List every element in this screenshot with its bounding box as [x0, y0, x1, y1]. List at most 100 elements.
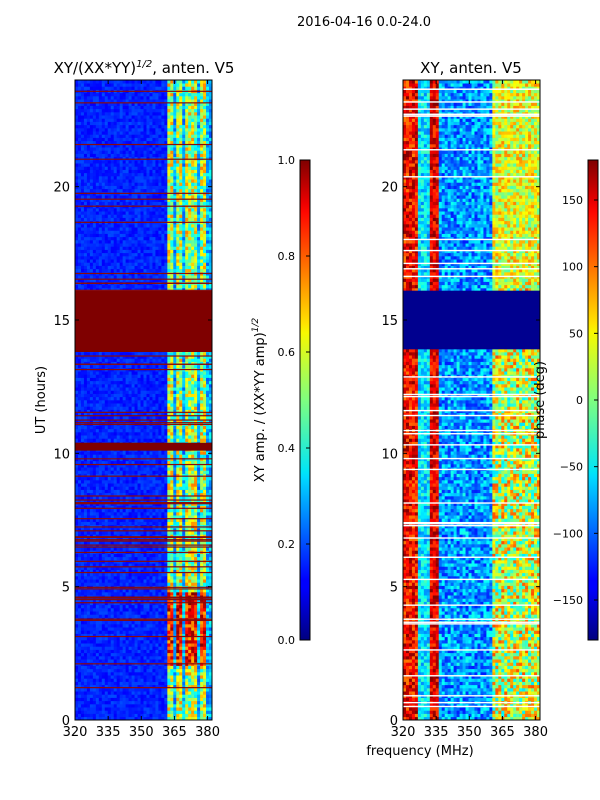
amplitude-cell: [86, 608, 91, 612]
amplitude-cell: [131, 387, 135, 391]
amplitude-cell: [179, 716, 183, 720]
amplitude-cell: [104, 697, 109, 702]
amplitude-cell: [89, 569, 94, 574]
amplitude-cell: [191, 515, 195, 519]
amplitude-cell: [206, 572, 210, 577]
amplitude-cell: [107, 592, 112, 596]
amplitude-cell: [122, 688, 126, 692]
amplitude-cell: [203, 716, 207, 720]
amplitude-cell: [164, 496, 168, 500]
amplitude-cell: [140, 387, 144, 391]
amplitude-cell: [110, 646, 115, 650]
amplitude-cell: [170, 406, 174, 410]
amplitude-cell: [83, 553, 88, 558]
amplitude-cell: [191, 528, 195, 532]
amplitude-cell: [179, 428, 183, 433]
amplitude-cell: [119, 489, 123, 494]
amplitude-cell: [194, 556, 198, 561]
amplitude-cell: [83, 371, 88, 375]
amplitude-cell: [122, 604, 126, 609]
amplitude-cell: [131, 454, 135, 458]
amplitude-cell: [110, 412, 115, 417]
amplitude-cell: [206, 633, 210, 638]
amplitude-cell: [86, 425, 91, 430]
amplitude-cell: [104, 665, 109, 670]
amplitude-cell: [197, 419, 201, 423]
amplitude-cell: [209, 528, 212, 532]
amplitude-cell: [188, 659, 192, 663]
amplitude-cell: [110, 521, 115, 526]
amplitude-cell: [173, 508, 177, 513]
amplitude-cell: [194, 416, 198, 420]
amplitude-cell: [125, 419, 129, 423]
amplitude-cell: [200, 704, 204, 708]
amplitude-cell: [176, 624, 180, 628]
amplitude-cell: [116, 668, 120, 673]
amplitude-cell: [182, 460, 186, 465]
amplitude-cell: [104, 435, 109, 439]
amplitude-cell: [191, 460, 195, 465]
amplitude-cell: [197, 489, 201, 494]
amplitude-cell: [170, 428, 174, 433]
amplitude-cell: [170, 608, 174, 612]
amplitude-cell: [92, 604, 97, 609]
amplitude-cell: [104, 460, 109, 465]
amplitude-cell: [92, 464, 97, 468]
amplitude-cell: [206, 419, 210, 423]
amplitude-cell: [200, 716, 204, 720]
amplitude-cell: [173, 697, 177, 702]
amplitude-cell: [80, 508, 85, 513]
amplitude-cell: [167, 608, 171, 612]
amplitude-cell: [161, 384, 165, 388]
amplitude-cell: [164, 614, 168, 618]
amplitude-cell: [98, 656, 103, 660]
amplitude-cell: [200, 547, 204, 551]
amplitude-cell: [80, 569, 85, 574]
amplitude-cell: [197, 384, 201, 388]
amplitude-cell: [104, 672, 109, 676]
amplitude-cell: [80, 614, 85, 618]
amplitude-cell: [134, 406, 138, 410]
amplitude-cell: [149, 694, 153, 698]
amplitude-cell: [119, 412, 123, 417]
amplitude-cell: [137, 531, 141, 535]
amplitude-cell: [146, 643, 150, 647]
amplitude-cell: [77, 438, 82, 442]
amplitude-cell: [113, 425, 117, 430]
amplitude-cell: [182, 454, 186, 458]
amplitude-cell: [209, 393, 212, 398]
amplitude-cell: [89, 540, 94, 545]
amplitude-cell: [164, 707, 168, 711]
amplitude-cell: [137, 707, 141, 711]
amplitude-cell: [191, 508, 195, 513]
amplitude-cell: [104, 604, 109, 609]
amplitude-cell: [116, 643, 120, 647]
amplitude-cell: [122, 486, 126, 490]
amplitude-cell: [83, 697, 88, 702]
amplitude-cell: [98, 374, 103, 378]
amplitude-cell: [131, 438, 135, 442]
amplitude-cell: [185, 604, 189, 609]
amplitude-cell: [83, 601, 88, 606]
amplitude-cell: [206, 460, 210, 465]
amplitude-cell: [185, 707, 189, 711]
amplitude-cell: [92, 425, 97, 430]
amplitude-cell: [209, 438, 212, 442]
amplitude-cell: [75, 454, 79, 458]
amplitude-cell: [80, 547, 85, 551]
amplitude-cell: [203, 508, 207, 513]
amplitude-cell: [83, 454, 88, 458]
amplitude-cell: [77, 406, 82, 410]
amplitude-cell: [113, 627, 117, 631]
amplitude-cell: [185, 697, 189, 702]
amplitude-cell: [173, 710, 177, 714]
amplitude-cell: [167, 435, 171, 439]
amplitude-cell: [167, 377, 171, 382]
amplitude-cell: [83, 691, 88, 695]
amplitude-cell: [197, 704, 201, 708]
amplitude-cell: [95, 531, 100, 535]
amplitude-cell: [119, 576, 123, 580]
amplitude-cell: [116, 499, 120, 503]
amplitude-cell: [104, 649, 109, 654]
amplitude-cell: [167, 531, 171, 535]
